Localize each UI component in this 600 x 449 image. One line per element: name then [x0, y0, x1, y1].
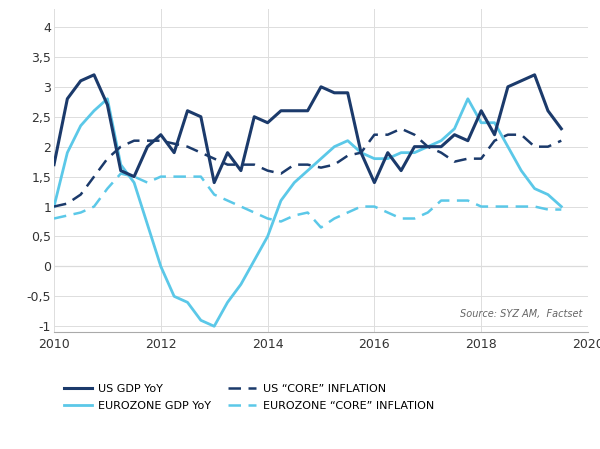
Text: Source: SYZ AM,  Factset: Source: SYZ AM, Factset — [460, 309, 583, 319]
Legend: US GDP YoY, EUROZONE GDP YoY, US “CORE” INFLATION, EUROZONE “CORE” INFLATION: US GDP YoY, EUROZONE GDP YoY, US “CORE” … — [59, 380, 438, 415]
